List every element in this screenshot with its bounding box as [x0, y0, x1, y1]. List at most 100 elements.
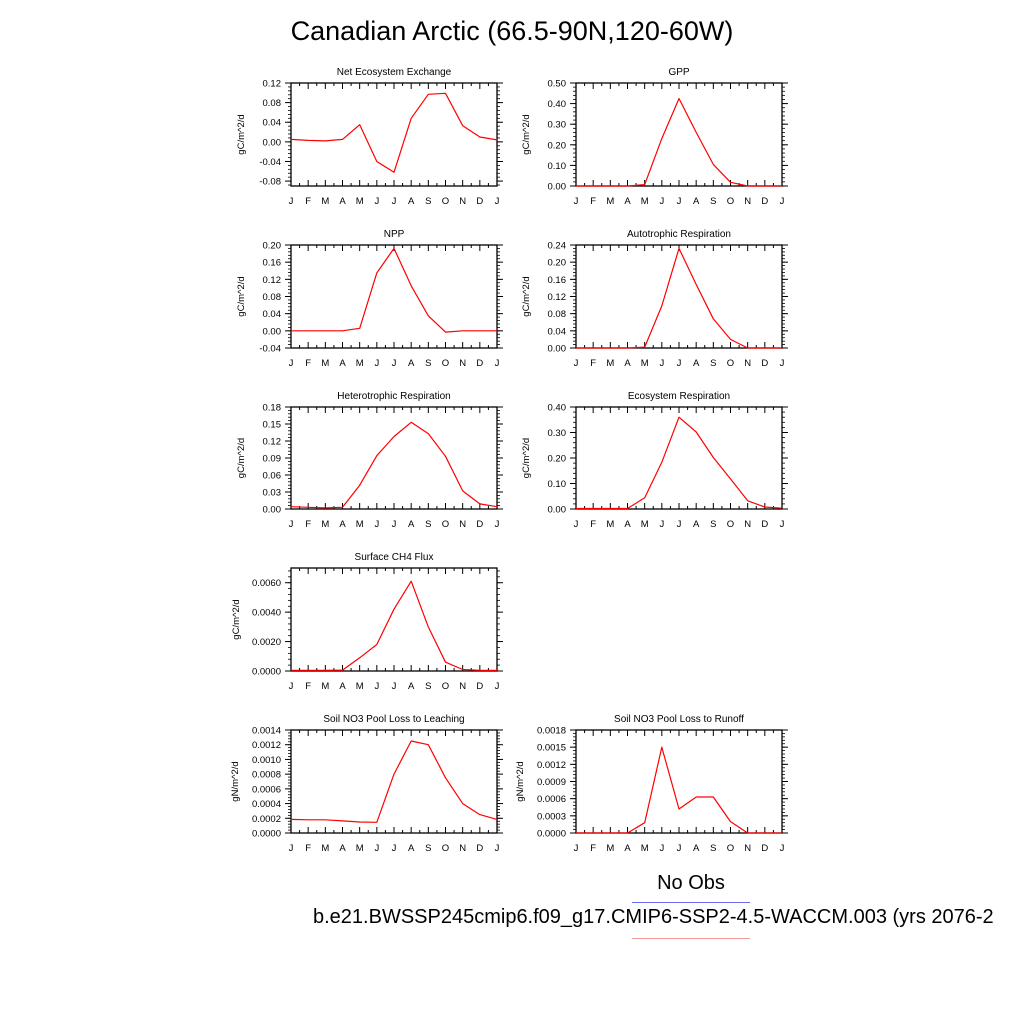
plot-frame	[575, 244, 783, 349]
x-tick-label: M	[641, 196, 649, 207]
x-tick-label: J	[574, 196, 579, 207]
y-tick-label: 0.12	[263, 275, 282, 286]
y-tick-label: 0.12	[263, 437, 282, 448]
x-tick-label: J	[574, 843, 579, 854]
y-tick-label: 0.16	[548, 275, 567, 286]
x-tick-label: D	[476, 843, 483, 854]
x-tick-label: J	[374, 358, 379, 369]
x-tick-label: J	[574, 519, 579, 530]
x-tick-label: S	[425, 843, 431, 854]
x-tick-label: J	[392, 681, 397, 692]
x-tick-label: O	[727, 358, 734, 369]
x-tick-label: S	[425, 196, 431, 207]
chart-title: Autotrophic Respiration	[627, 229, 731, 240]
x-tick-label: J	[677, 196, 682, 207]
x-tick-label: J	[289, 519, 294, 530]
legend-line-obs	[632, 902, 750, 903]
chart-title: Heterotrophic Respiration	[337, 391, 450, 402]
y-tick-label: 0.0003	[537, 811, 566, 822]
x-tick-label: J	[659, 196, 664, 207]
x-tick-label: A	[339, 196, 346, 207]
x-tick-label: A	[408, 358, 415, 369]
chart-title: NPP	[384, 229, 405, 240]
x-tick-label: J	[495, 196, 500, 207]
x-tick-label: M	[321, 519, 329, 530]
plot-frame	[290, 244, 498, 349]
x-tick-label: F	[590, 358, 596, 369]
y-tick-label: 0.09	[263, 454, 282, 465]
x-tick-label: S	[425, 681, 431, 692]
chart-title: Ecosystem Respiration	[628, 391, 730, 402]
chart-title: Soil NO3 Pool Loss to Leaching	[323, 714, 464, 725]
x-tick-label: N	[459, 843, 466, 854]
y-tick-label: 0.00	[548, 344, 567, 355]
chart-panel-6: J F M A M J J A S O N D J0.000.100.200.300.40Ecosyst…	[521, 391, 788, 530]
x-tick-label: O	[442, 519, 449, 530]
x-tick-label: N	[459, 196, 466, 207]
chart-title: Net Ecosystem Exchange	[337, 67, 452, 78]
y-tick-label: 0.10	[548, 161, 567, 172]
y-axis-label: gC/m^2/d	[521, 438, 532, 478]
y-tick-label: 0.08	[263, 292, 282, 303]
y-tick-label: 0.0014	[252, 726, 281, 737]
series-line	[576, 247, 782, 349]
x-tick-label: A	[624, 196, 631, 207]
x-tick-label: J	[495, 681, 500, 692]
x-tick-label: J	[289, 681, 294, 692]
y-tick-label: 0.0040	[252, 608, 281, 619]
chart-panel-9: J F M A M J J A S O N D J0.00000.00030.00060.00090.0…	[515, 714, 788, 854]
y-tick-label: 0.04	[263, 309, 282, 320]
y-tick-label: 0.08	[263, 98, 282, 109]
y-tick-label: 0.03	[263, 488, 282, 499]
x-tick-label: M	[356, 196, 364, 207]
x-tick-label: O	[442, 681, 449, 692]
y-axis-label: gC/m^2/d	[236, 438, 247, 478]
y-tick-label: 0.16	[263, 258, 282, 269]
x-tick-label: A	[339, 843, 346, 854]
x-tick-label: O	[727, 196, 734, 207]
chart-title: GPP	[668, 67, 689, 78]
x-tick-label: M	[606, 519, 614, 530]
x-tick-label: N	[744, 519, 751, 530]
chart-panel-8: J F M A M J J A S O N D J0.00000.00020.00040.00060.0…	[230, 714, 503, 854]
x-tick-label: J	[677, 358, 682, 369]
x-tick-label: F	[305, 843, 311, 854]
x-tick-label: J	[392, 196, 397, 207]
x-tick-label: O	[442, 843, 449, 854]
x-tick-label: D	[761, 196, 768, 207]
x-tick-label: M	[321, 196, 329, 207]
y-tick-label: 0.0004	[252, 799, 281, 810]
y-axis-label: gC/m^2/d	[236, 114, 247, 154]
series-line	[290, 421, 498, 509]
series-line	[576, 416, 783, 510]
x-tick-label: J	[574, 358, 579, 369]
plot-frame	[575, 406, 783, 510]
x-tick-label: A	[693, 843, 700, 854]
y-tick-label: 0.20	[548, 140, 567, 151]
y-tick-label: 0.06	[263, 471, 282, 482]
x-tick-label: J	[780, 519, 785, 530]
x-tick-label: O	[442, 358, 449, 369]
y-tick-label: 0.00	[548, 182, 567, 193]
y-tick-label: 0.0012	[252, 740, 281, 751]
series-line	[291, 247, 497, 333]
x-tick-label: N	[459, 681, 466, 692]
x-tick-label: D	[476, 519, 483, 530]
x-tick-label: D	[476, 358, 483, 369]
x-tick-label: S	[425, 519, 431, 530]
x-tick-label: J	[677, 519, 682, 530]
x-tick-label: M	[321, 843, 329, 854]
x-tick-label: A	[693, 358, 700, 369]
x-tick-label: M	[356, 358, 364, 369]
x-tick-label: J	[780, 196, 785, 207]
x-tick-label: F	[305, 196, 311, 207]
page-title: Canadian Arctic (66.5-90N,120-60W)	[290, 16, 734, 46]
y-tick-label: 0.04	[548, 326, 567, 337]
x-tick-label: N	[744, 843, 751, 854]
chart-title: Soil NO3 Pool Loss to Runoff	[614, 714, 744, 725]
x-tick-label: N	[459, 358, 466, 369]
y-axis-label: gN/m^2/d	[230, 761, 241, 801]
x-tick-label: D	[476, 681, 483, 692]
x-tick-label: M	[356, 681, 364, 692]
x-tick-label: M	[356, 843, 364, 854]
